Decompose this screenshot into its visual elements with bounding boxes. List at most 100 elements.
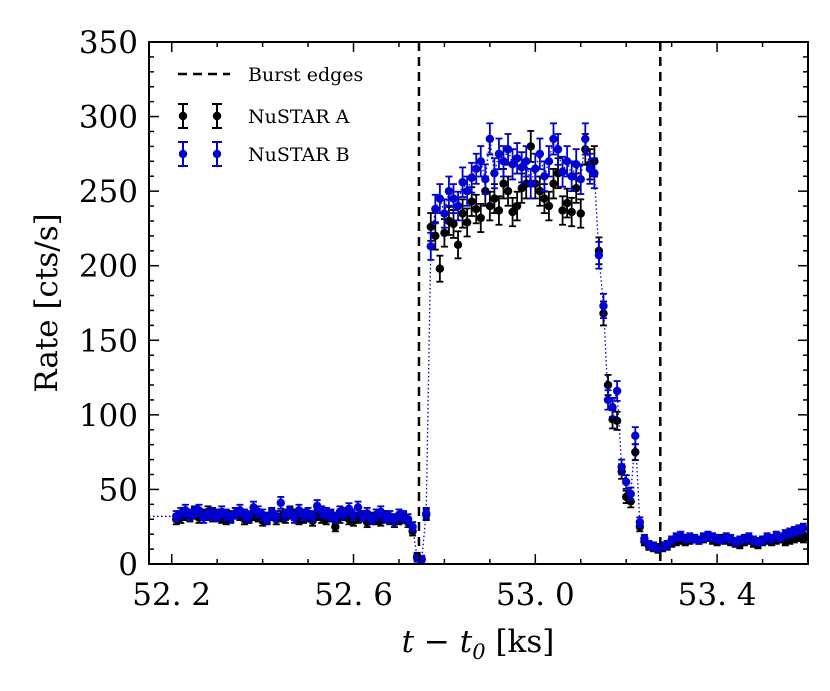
- plot-frame: [148, 41, 809, 565]
- data-point: [485, 201, 495, 211]
- data-point: [290, 513, 299, 522]
- y-tick-label: 350: [79, 25, 138, 61]
- data-point: [408, 522, 417, 531]
- data-point: [603, 395, 613, 405]
- data-point: [544, 157, 554, 166]
- data-point: [576, 175, 585, 184]
- data-point: [476, 157, 485, 166]
- data-point: [308, 512, 317, 521]
- data-point: [553, 145, 563, 154]
- data-point: [622, 477, 631, 487]
- data-point: [522, 157, 531, 166]
- data-point: [612, 416, 622, 426]
- data-point: [799, 534, 808, 543]
- data-point: [467, 197, 476, 206]
- data-point: [567, 207, 576, 217]
- data-point: [549, 134, 558, 144]
- x-tick-label: 53. 4: [678, 577, 757, 613]
- y-tick-label: 150: [79, 323, 138, 359]
- data-point: [362, 509, 372, 518]
- data-point: [631, 447, 640, 457]
- y-tick-label: 100: [79, 398, 138, 434]
- data-point: [562, 157, 572, 166]
- data-point: [344, 504, 354, 514]
- y-axis-label: Rate [cts/s]: [29, 213, 65, 392]
- data-point: [426, 242, 435, 251]
- data-point: [581, 134, 590, 144]
- legend-nustar-a-swatch: [178, 103, 222, 129]
- data-point: [458, 177, 467, 187]
- data-point: [494, 149, 504, 159]
- legend-nustar-b-swatch: [178, 141, 222, 167]
- data-point: [462, 186, 472, 196]
- y-tick-label: 300: [79, 100, 138, 136]
- data-point: [262, 515, 272, 524]
- legend-burst-edges-label: Burst edges: [248, 64, 363, 86]
- legend-nustar-a-label: NuSTAR A: [248, 106, 350, 128]
- burst-edges-layer: [417, 42, 662, 564]
- data-point: [562, 198, 572, 208]
- data-point: [544, 201, 554, 211]
- data-point: [422, 509, 431, 518]
- data-point: [440, 209, 449, 218]
- data-point: [476, 213, 485, 223]
- data-point: [485, 134, 495, 144]
- y-tick-label: 250: [79, 174, 138, 210]
- data-point: [508, 207, 517, 217]
- data-point: [453, 240, 463, 250]
- data-point: [512, 201, 522, 211]
- data-point: [631, 431, 640, 440]
- data-point: [331, 513, 340, 522]
- data-point: [594, 251, 604, 260]
- ticks-layer: 52. 2 52. 6 53. 0 53. 4 0 50 100 150 200 250 300 35…: [79, 25, 809, 613]
- data-point: [472, 204, 481, 214]
- x-tick-label: 52. 6: [314, 577, 393, 613]
- legend: Burst edges NuSTAR A NuSTAR B: [178, 64, 363, 167]
- data-point: [799, 524, 808, 533]
- data-point: [276, 498, 285, 508]
- data-point: [467, 173, 476, 182]
- data-point: [503, 186, 513, 196]
- data-point: [612, 386, 622, 396]
- data-point: [590, 169, 599, 178]
- data-point: [494, 206, 504, 215]
- data-point: [481, 175, 490, 184]
- data-point: [499, 157, 508, 166]
- data-point: [331, 522, 340, 531]
- data-point: [499, 179, 508, 188]
- data-point: [449, 194, 458, 203]
- data-point: [635, 518, 645, 527]
- data-point: [272, 512, 281, 521]
- data-point: [626, 497, 635, 506]
- data-point: [531, 164, 540, 173]
- data-point: [508, 160, 517, 169]
- data-point: [376, 507, 385, 516]
- data-point: [312, 501, 322, 511]
- data-point: [490, 169, 499, 178]
- series-nustar-b: [149, 122, 808, 565]
- data-point: [626, 489, 635, 499]
- data-point: [453, 201, 463, 211]
- y-tick-label: 200: [79, 249, 138, 285]
- data-point: [526, 179, 535, 188]
- data-point: [540, 194, 549, 203]
- data-point: [349, 510, 358, 519]
- x-tick-label: 52. 2: [132, 577, 211, 613]
- data-point: [285, 507, 295, 516]
- data-point: [535, 186, 545, 196]
- data-point: [244, 512, 254, 521]
- x-axis-label: t − t0 [ks]: [402, 624, 555, 664]
- data-point: [503, 145, 513, 154]
- data-point: [431, 204, 440, 214]
- y-tick-label: 50: [99, 472, 138, 508]
- data-point: [603, 380, 613, 390]
- data-point: [435, 264, 445, 273]
- data-point: [572, 160, 581, 169]
- data-point: [558, 206, 567, 215]
- data-point: [472, 164, 481, 173]
- legend-nustar-b-label: NuSTAR B: [248, 144, 350, 166]
- data-point: [567, 172, 576, 181]
- data-point: [576, 209, 585, 218]
- data-point: [435, 194, 445, 203]
